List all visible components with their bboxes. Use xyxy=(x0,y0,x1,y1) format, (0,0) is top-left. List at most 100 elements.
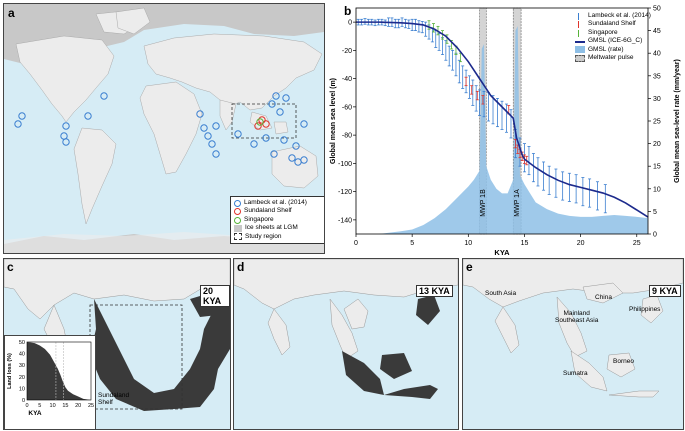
inset-x-tick-label: 15 xyxy=(62,403,68,409)
map-9kya-panel: e 9 KYA China South Asia Mainland Southe… xyxy=(462,258,684,430)
errorbar-point xyxy=(603,184,607,214)
kya-badge-d: 13 KYA xyxy=(416,285,453,297)
x-tick-label: 20 xyxy=(577,240,585,247)
y-tick-label: -60 xyxy=(342,104,352,111)
world-map-panel: a Lambeck et al. (2014) Sundaland Shelf … xyxy=(3,3,325,254)
land-loss-inset: 0 5 10 15 20 25 0 10 20 30 40 50 KYA Land loss (%) xyxy=(4,335,96,429)
errorbar-point xyxy=(407,19,411,29)
legend-singapore: Singapore xyxy=(575,29,651,37)
errorbar-point xyxy=(467,75,471,99)
map-20kya-panel: c 20 KYA Sundaland Shelf 0 5 10 15 20 25 0 10 20… xyxy=(3,258,231,430)
errorbar-point xyxy=(461,65,465,89)
legend-lambeck: Lambeck et al. (2014) xyxy=(575,12,651,20)
inset-y-tick-label: 50 xyxy=(19,340,25,346)
label-philippines: Philippines xyxy=(629,306,661,313)
errorbar-point xyxy=(410,18,414,32)
errorbar-point xyxy=(417,20,421,33)
errorbar-point xyxy=(531,153,535,183)
errorbar-point xyxy=(509,109,513,139)
y-tick-label: 0 xyxy=(348,20,352,27)
inset-y-label: Land loss (%) xyxy=(7,353,13,389)
label-borneo: Borneo xyxy=(613,358,634,365)
inset-x-tick-label: 25 xyxy=(88,403,94,409)
inset-x-label: KYA xyxy=(28,410,41,417)
y-tick-label: -100 xyxy=(338,161,352,168)
inset-y-tick-label: 30 xyxy=(19,363,25,369)
errorbar-point xyxy=(451,49,455,71)
legend-gmsl: GMSL (ICE-6G_C) xyxy=(575,37,651,45)
y2-tick-label: 45 xyxy=(653,28,661,35)
errorbar-point xyxy=(561,171,565,201)
errorbar-point xyxy=(554,168,558,198)
singapore-site xyxy=(256,118,264,126)
y2-tick-label: 15 xyxy=(653,164,661,171)
sundaland-label: Sundaland Shelf xyxy=(98,392,130,406)
errorbar-point xyxy=(542,161,546,191)
errorbar-point xyxy=(536,157,540,187)
errorbar-point xyxy=(481,95,485,105)
legend-rate: GMSL (rate) xyxy=(575,46,651,54)
y2-tick-label: 5 xyxy=(653,209,657,216)
pulse-annotation: MWP 1A xyxy=(514,189,521,217)
errorbar-point xyxy=(471,79,475,106)
y2-tick-label: 50 xyxy=(653,6,661,13)
y2-tick-label: 35 xyxy=(653,73,661,80)
y2-tick-label: 25 xyxy=(653,119,661,126)
y2-tick-label: 30 xyxy=(653,96,661,103)
y2-tick-label: 20 xyxy=(653,141,661,148)
inset-y-tick-label: 0 xyxy=(22,398,25,404)
errorbar-point xyxy=(447,45,451,67)
gmsl-line xyxy=(356,21,649,218)
x-tick-label: 10 xyxy=(464,240,472,247)
y2-axis-label: Global mean sea-level rate (mm/year) xyxy=(674,59,681,183)
x-tick-label: 25 xyxy=(633,240,641,247)
errorbar-point xyxy=(475,90,479,101)
errorbar-point xyxy=(504,103,508,133)
errorbar-point xyxy=(474,85,478,112)
y2-tick-label: 10 xyxy=(653,186,661,193)
land-loss-chart: 0 5 10 15 20 25 0 10 20 30 40 50 KYA Land loss (%) xyxy=(7,340,94,417)
legend-sundaland: Sundaland Shelf xyxy=(575,20,651,29)
errorbar-point xyxy=(527,146,531,176)
x-tick-label: 5 xyxy=(410,240,414,247)
panel-label-c: c xyxy=(7,260,14,274)
inset-y-tick-label: 40 xyxy=(19,352,25,358)
sea-level-chart-panel: b 0 5 10 15 20 25 0 -20 -40 -60 -80 -100 -120 -140 0 5 1… xyxy=(326,0,685,258)
legend-pulse: Meltwater pulse xyxy=(575,54,651,62)
inset-y-tick-label: 10 xyxy=(19,386,25,392)
lambeck-sites xyxy=(14,92,308,166)
y-tick-label: -40 xyxy=(342,76,352,83)
errorbar-point xyxy=(567,172,571,202)
x-tick-label: 15 xyxy=(521,240,529,247)
legend-item-sundaland: Sundaland Shelf xyxy=(234,207,322,216)
panel-label-d: d xyxy=(237,260,245,274)
inset-x-tick-label: 20 xyxy=(75,403,81,409)
errorbar-point xyxy=(470,85,474,95)
errorbar-point xyxy=(414,18,418,32)
sea-level-chart: 0 5 10 15 20 25 0 -20 -40 -60 -80 -100 -120 -140 0 5 10 1… xyxy=(330,6,681,258)
map-13kya-panel: d 13 KYA xyxy=(233,258,459,430)
errorbar-point xyxy=(574,174,578,204)
inset-x-tick-label: 10 xyxy=(50,403,56,409)
errorbar-point xyxy=(420,21,424,34)
label-mainland-sea: Mainland Southeast Asia xyxy=(555,310,599,324)
panel-label-e: e xyxy=(466,260,473,274)
panel-label-a: a xyxy=(8,6,15,20)
errorbar-point xyxy=(464,76,468,87)
errorbar-point xyxy=(393,18,397,29)
y-tick-label: -80 xyxy=(342,133,352,140)
y-tick-label: -140 xyxy=(338,217,352,224)
errorbar-point xyxy=(588,178,592,208)
y-axis-label: Global mean sea level (m) xyxy=(330,78,337,164)
errorbar-point xyxy=(491,95,495,125)
label-sumatra: Sumatra xyxy=(563,370,588,377)
kya-badge-e: 9 KYA xyxy=(649,285,681,297)
errorbar-point xyxy=(431,23,435,33)
label-china: China xyxy=(595,294,612,301)
label-south-asia: South Asia xyxy=(485,290,517,297)
chart-b-legend: Lambeck et al. (2014) Sundaland Shelf Si… xyxy=(572,10,654,65)
errorbar-point xyxy=(581,177,585,207)
legend-item-lambeck: Lambeck et al. (2014) xyxy=(234,199,322,207)
errorbar-point xyxy=(547,165,551,195)
legend-item-singapore: Singapore xyxy=(234,216,322,224)
